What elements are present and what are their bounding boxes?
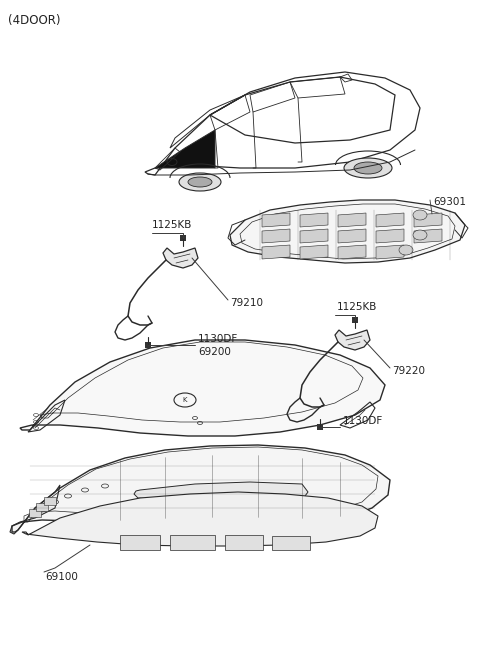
Text: 79210: 79210: [230, 298, 263, 308]
Text: 1130DF: 1130DF: [343, 416, 383, 426]
Polygon shape: [300, 245, 328, 259]
Ellipse shape: [354, 162, 382, 174]
Polygon shape: [22, 492, 378, 546]
Polygon shape: [155, 130, 215, 168]
Text: K: K: [183, 397, 187, 403]
Polygon shape: [134, 482, 308, 502]
Text: 69301: 69301: [433, 197, 466, 207]
Polygon shape: [414, 213, 442, 227]
Text: 1130DF: 1130DF: [198, 334, 238, 344]
Polygon shape: [262, 213, 290, 227]
Text: 1125KB: 1125KB: [152, 220, 192, 230]
Ellipse shape: [188, 177, 212, 187]
Bar: [225, 535, 263, 550]
Polygon shape: [338, 229, 366, 243]
Polygon shape: [335, 330, 370, 350]
Polygon shape: [12, 445, 390, 532]
Bar: [120, 535, 160, 550]
Polygon shape: [338, 213, 366, 227]
Polygon shape: [300, 229, 328, 243]
Ellipse shape: [413, 230, 427, 240]
Polygon shape: [163, 248, 198, 268]
Bar: [272, 536, 310, 550]
Ellipse shape: [399, 245, 413, 255]
Polygon shape: [20, 340, 385, 436]
Polygon shape: [230, 200, 465, 263]
Text: 69200: 69200: [198, 347, 231, 357]
Polygon shape: [338, 245, 366, 259]
Ellipse shape: [344, 158, 392, 178]
Polygon shape: [300, 213, 328, 227]
Text: (4DOOR): (4DOOR): [8, 14, 60, 27]
Text: 69100: 69100: [45, 572, 78, 582]
Bar: [36, 503, 48, 511]
Bar: [170, 535, 215, 550]
Bar: [29, 509, 41, 517]
Text: 79220: 79220: [392, 366, 425, 376]
Polygon shape: [376, 213, 404, 227]
Ellipse shape: [413, 210, 427, 220]
Polygon shape: [262, 245, 290, 259]
Text: 1125KB: 1125KB: [337, 302, 377, 312]
Polygon shape: [262, 229, 290, 243]
Polygon shape: [376, 245, 404, 259]
Polygon shape: [376, 229, 404, 243]
Ellipse shape: [179, 173, 221, 191]
Polygon shape: [414, 229, 442, 243]
Bar: [44, 497, 56, 505]
